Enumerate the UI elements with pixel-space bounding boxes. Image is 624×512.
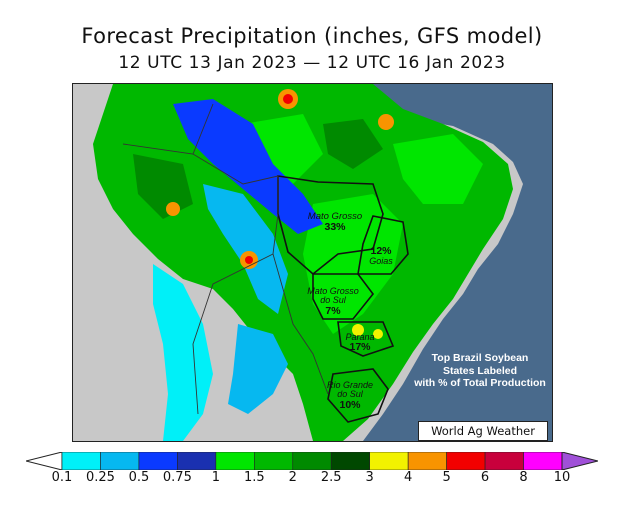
legend-swatch [100,452,140,470]
andes-cyan [153,264,213,441]
light-blue-band [203,184,288,314]
legend-swatch [61,452,101,470]
state-pct-msds: 7% [325,304,341,317]
heavy-spot-2 [378,114,394,130]
label-mato-grosso: Mato Grosso 33% [301,212,369,233]
label-mato-grosso-do-sul: Mato Grosso do Sul 7% [303,286,363,317]
info-box: Top Brazil Soybean States Labeled with %… [410,352,550,390]
heavy-spot-5 [352,324,364,336]
heavy-spot-6 [373,329,383,339]
legend-swatch [215,452,255,470]
state-name-rgds-2: do Sul [337,389,363,400]
border-mato-grosso-do-sul [312,273,375,320]
state-name-msds-1: Mato Grosso [307,286,359,296]
legend-swatch [484,452,524,470]
state-pct-parana: 17% [349,341,371,354]
map-subtitle: 12 UTC 13 Jan 2023 — 12 UTC 16 Jan 2023 [118,53,506,73]
legend-tick-label: 0.1 [51,470,73,485]
legend-swatch [330,452,370,470]
state-name-goias: Goias [369,256,393,267]
border-mato-grosso [277,175,384,276]
legend-tick-label: 6 [480,470,490,485]
info-line-3: with % of Total Production [414,377,546,390]
dark-green-1 [323,119,383,169]
state-pct-rgds: 10% [339,398,361,411]
state-name-parana: Parana [345,332,375,342]
legend-swatch [254,452,294,470]
state-pct-goias: 12% [370,245,392,257]
dark-green-2 [133,154,193,219]
state-pct-mato-grosso: 33% [324,220,346,233]
legend-tick-label: 5 [442,470,451,485]
legend-tick-label: 0.5 [128,470,150,485]
info-line-2: States Labeled [442,364,518,377]
label-rio-grande-do-sul: Rio Grande do Sul 10% [323,380,377,411]
legend-tick-label: 2.5 [320,470,342,485]
border-goias [357,215,409,275]
legend-swatch [292,452,332,470]
color-legend [26,452,598,470]
legend-tick-label: 3 [365,470,374,485]
heavy-core-1 [283,94,293,104]
legend-arrow-right [561,452,598,470]
legend-swatch [138,452,178,470]
country-borders [122,103,329,415]
legend-swatch [177,452,217,470]
label-goias: 12% Goias [361,245,401,267]
state-name-msds-2: do Sul [320,295,346,306]
info-line-1: Top Brazil Soybean [431,352,529,364]
credit-box: World Ag Weather [418,421,548,441]
legend-tick-label: 0.75 [162,470,192,485]
legend-swatch [369,452,409,470]
legend-tick-label: 0.25 [85,470,115,485]
border-rio-grande-do-sul [327,368,389,423]
state-name-mato-grosso: Mato Grosso [307,211,363,222]
blue-band [173,99,323,234]
legend-tick-label: 10 [553,470,571,485]
southern-blue [228,324,288,414]
legend-tick-label: 8 [519,470,528,485]
legend-tick-label: 2 [288,470,297,485]
legend-tick-label: 1.5 [243,470,265,485]
state-name-rgds-1: Rio Grande [326,380,374,390]
legend-swatch [407,452,447,470]
precipitation-map: Mato Grosso 33% 12% Goias Mato Grosso do… [72,83,553,442]
legend-tick-label: 4 [404,470,413,485]
heavy-core-4 [245,256,253,264]
legend-tick-label: 1 [211,470,220,485]
heavy-spot-3 [166,202,180,216]
state-borders [277,175,409,423]
border-parana [337,321,395,357]
map-canvas [73,84,552,441]
label-parana: Parana 17% [339,332,381,354]
light-green-2 [393,134,483,204]
map-title: Forecast Precipitation (inches, GFS mode… [81,24,543,48]
legend-swatch [446,452,486,470]
legend-arrow-left [26,452,63,470]
legend-swatch [523,452,563,470]
